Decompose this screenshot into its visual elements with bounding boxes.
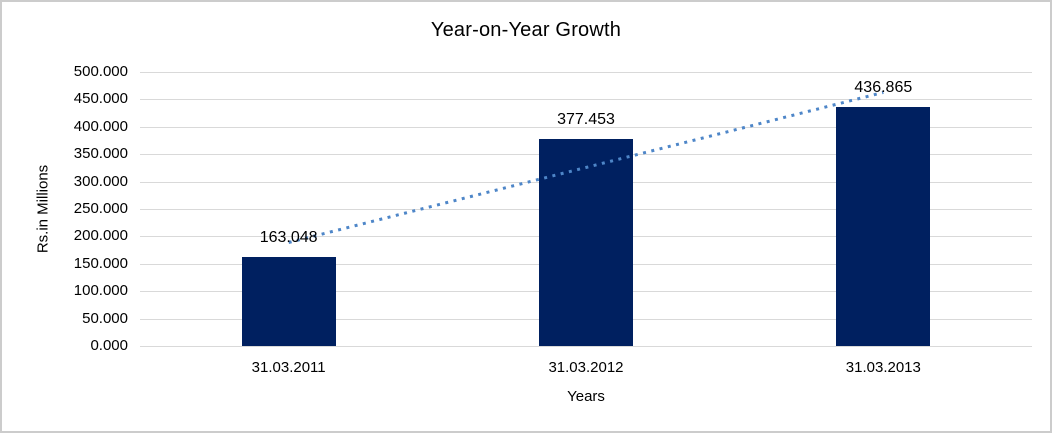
y-tick-label: 150.000 bbox=[73, 254, 128, 272]
y-tick-label: 250.000 bbox=[73, 200, 128, 217]
y-gridline bbox=[140, 72, 1032, 73]
y-tick-label: 350.000 bbox=[73, 145, 128, 163]
x-axis-title: Years bbox=[567, 388, 605, 405]
x-tick-label: 31.03.2013 bbox=[845, 359, 921, 376]
bar-31.03.2013 bbox=[836, 106, 931, 346]
trendline bbox=[288, 90, 884, 244]
x-tick-label: 31.03.2011 bbox=[251, 359, 326, 376]
y-tick-label: 450.000 bbox=[73, 90, 128, 108]
y-tick-label: 0.000 bbox=[90, 337, 128, 354]
chart-title: Year-on-Year Growth bbox=[430, 19, 622, 41]
y-tick-label: 100.000 bbox=[73, 282, 128, 300]
bar-31.03.2012 bbox=[539, 139, 633, 346]
y-tick-label: 500.000 bbox=[73, 63, 128, 80]
y-tick-label: 400.000 bbox=[73, 117, 128, 135]
y-tick-label: 300.000 bbox=[73, 172, 128, 190]
y-gridline bbox=[140, 346, 1032, 347]
bar-31.03.2011 bbox=[241, 256, 336, 346]
x-tick-label: 31.03.2012 bbox=[548, 359, 624, 376]
y-tick-label: 50.000 bbox=[82, 309, 128, 327]
y-gridline bbox=[140, 126, 1032, 128]
data-label: 163.048 bbox=[259, 228, 318, 246]
data-label: 436.865 bbox=[854, 78, 913, 96]
data-label: 377.453 bbox=[557, 111, 615, 129]
y-gridline bbox=[140, 99, 1032, 101]
y-tick-label: 200.000 bbox=[73, 227, 128, 245]
plot-area bbox=[140, 72, 1032, 348]
